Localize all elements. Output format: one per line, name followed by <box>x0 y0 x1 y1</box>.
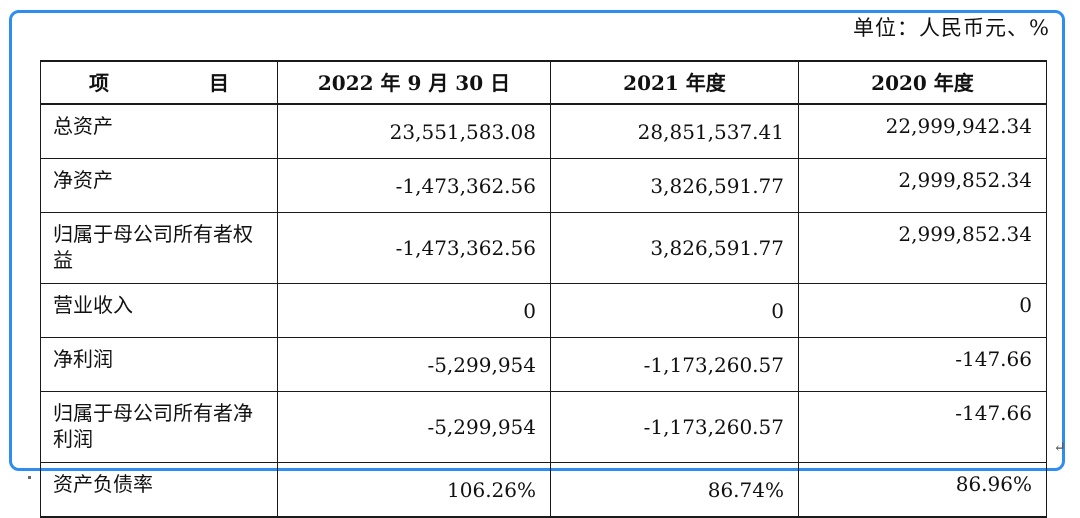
cell-value: 86.96% <box>798 462 1047 518</box>
cell-value: 0 <box>550 283 799 338</box>
financial-summary-table: 项目 2022 年 9 月 30 日 2021 年度 2020 年度 总资产 2… <box>40 60 1047 518</box>
cell-value: -1,173,260.57 <box>550 337 799 392</box>
cell-value: -147.66 <box>798 337 1047 392</box>
row-label-total-assets: 总资产 <box>40 103 278 159</box>
cell-value: -5,299,954 <box>277 391 551 463</box>
row-label-net-profit: 净利润 <box>40 337 278 392</box>
cell-value: -1,173,260.57 <box>550 391 799 463</box>
row-label-net-assets: 净资产 <box>40 158 278 213</box>
cell-value: 106.26% <box>277 462 551 518</box>
cell-value: 3,826,591.77 <box>550 158 799 213</box>
table-row: 营业收入 0 0 0 <box>40 283 1047 338</box>
table-row: 总资产 23,551,583.08 28,851,537.41 22,999,9… <box>40 103 1047 159</box>
cell-value: 0 <box>277 283 551 338</box>
table-row: 净资产 -1,473,362.56 3,826,591.77 2,999,852… <box>40 158 1047 213</box>
cell-value: 2,999,852.34 <box>798 158 1047 213</box>
table-row: 归属于母公司所有者净利润 -5,299,954 -1,173,260.57 -1… <box>40 391 1047 463</box>
cell-value: 2,999,852.34 <box>798 212 1047 284</box>
cell-value: 86.74% <box>550 462 799 518</box>
cell-value: 23,551,583.08 <box>277 103 551 159</box>
table-row: 资产负债率 106.26% 86.74% 86.96% <box>40 462 1047 518</box>
cell-value: -1,473,362.56 <box>277 158 551 213</box>
cell-value: 3,826,591.77 <box>550 212 799 284</box>
cell-value: -5,299,954 <box>277 337 551 392</box>
cell-value: 0 <box>798 283 1047 338</box>
table-header-row: 项目 2022 年 9 月 30 日 2021 年度 2020 年度 <box>40 60 1047 105</box>
row-label-parent-net-profit: 归属于母公司所有者净利润 <box>40 391 278 463</box>
table-row: 净利润 -5,299,954 -1,173,260.57 -147.66 <box>40 337 1047 392</box>
header-2021: 2021 年度 <box>550 60 799 105</box>
return-arrow-icon: ↵ <box>1053 438 1066 456</box>
unit-note: 单位：人民币元、% <box>853 16 1050 40</box>
row-label-parent-equity: 归属于母公司所有者权益 <box>40 212 278 284</box>
cell-value: -147.66 <box>798 391 1047 463</box>
header-2020: 2020 年度 <box>798 60 1047 105</box>
table-row: 归属于母公司所有者权益 -1,473,362.56 3,826,591.77 2… <box>40 212 1047 284</box>
cell-value: 28,851,537.41 <box>550 103 799 159</box>
corner-dot <box>28 476 31 479</box>
cell-value: 22,999,942.34 <box>798 103 1047 159</box>
row-label-debt-ratio: 资产负债率 <box>40 462 278 518</box>
header-item: 项目 <box>40 60 278 105</box>
cell-value: -1,473,362.56 <box>277 212 551 284</box>
row-label-revenue: 营业收入 <box>40 283 278 338</box>
header-2022-sep-30: 2022 年 9 月 30 日 <box>277 60 551 105</box>
